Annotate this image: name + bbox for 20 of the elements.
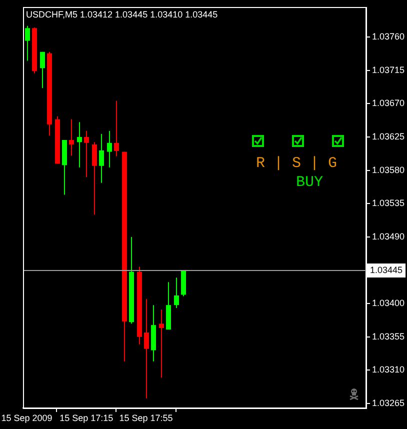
- annotation: R | S | G: [256, 154, 338, 172]
- y-tick-label: 1.03535: [372, 198, 405, 208]
- x-tick-label: 15 Sep 17:15: [60, 412, 114, 423]
- x-tick-label: 15 Sep 17:55: [119, 412, 173, 423]
- y-tick-label: 1.03310: [372, 364, 405, 375]
- y-tick-label: 1.03625: [372, 131, 405, 142]
- y-tick-label: 1.03670: [372, 98, 405, 108]
- candlestick: [159, 310, 164, 378]
- y-tick-label: 1.03760: [372, 32, 405, 42]
- x-tick-label: 15 Sep 2009: [1, 412, 52, 423]
- y-tick-label: 1.03355: [372, 331, 405, 342]
- y-tick-label: 1.03715: [372, 64, 405, 75]
- annotation: BUY: [296, 174, 324, 191]
- y-tick-label: 1.03400: [372, 298, 405, 308]
- chart-title: USDCHF,M5 1.03412 1.03445 1.03410 1.03445: [26, 9, 218, 20]
- candlestick: [77, 122, 82, 168]
- y-tick-label: 1.03490: [372, 231, 405, 242]
- y-tick-label: 1.03580: [372, 164, 405, 175]
- y-tick-label: 1.03265: [372, 398, 405, 408]
- ref-line-label: 1.03445: [370, 264, 403, 275]
